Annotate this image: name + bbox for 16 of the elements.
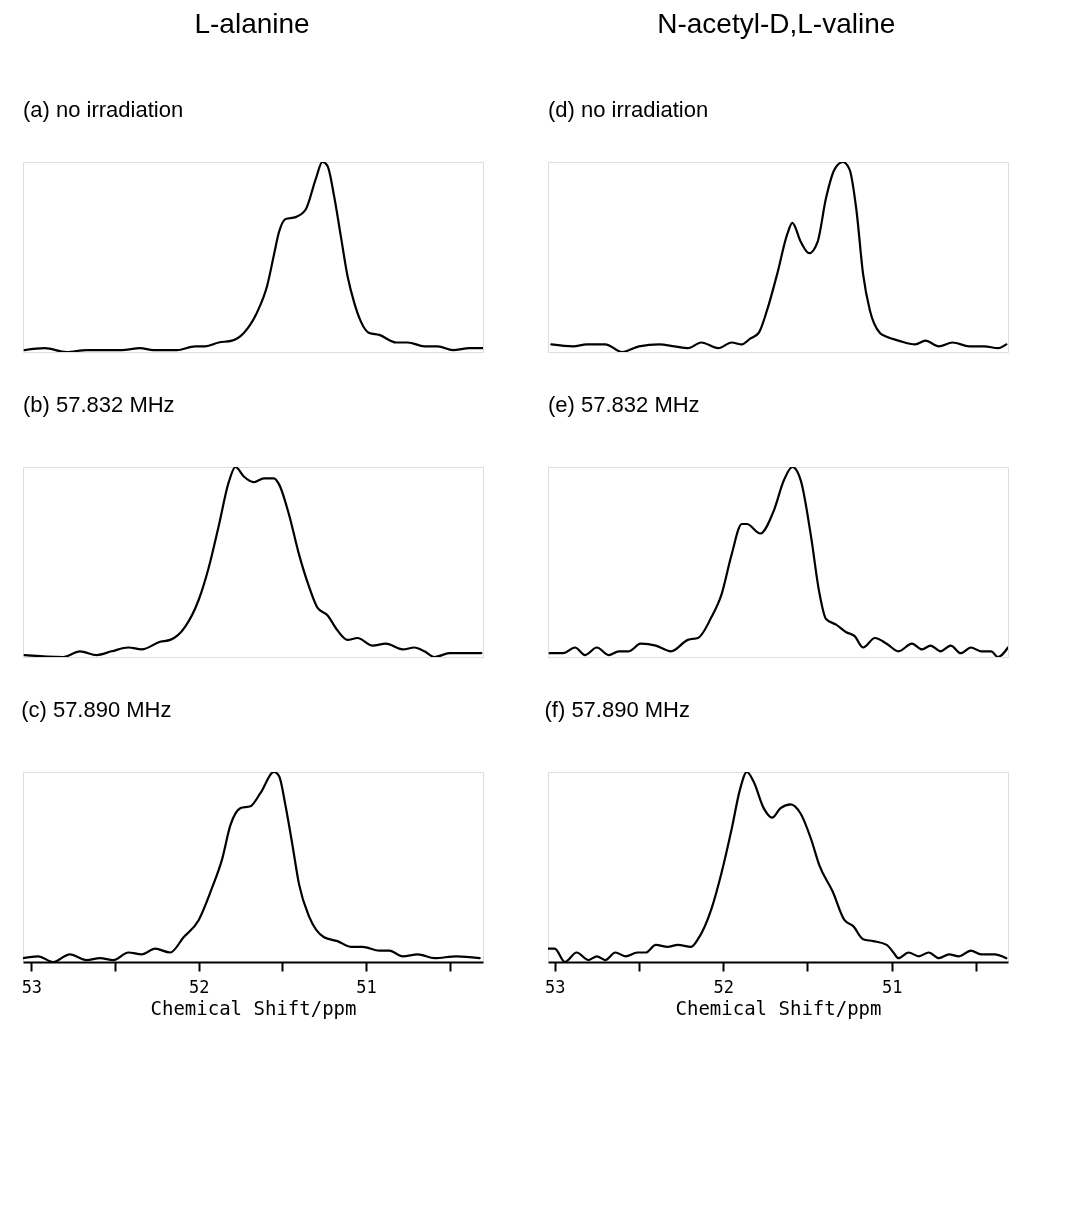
chart-title: (e) 57.832 MHz [548,392,700,417]
chart-subtitle: (a) no irradiation [23,97,184,122]
x-axis-title: Chemical Shift/ppm [150,996,357,1019]
x-axis-title: Chemical Shift/ppm [675,996,882,1019]
x-tick-label: 53 [21,976,43,997]
x-tick-label: 53 [545,976,566,997]
chart-subtitle: (d) no irradiation [548,97,709,122]
x-tick-label: 51 [881,976,903,997]
chart-title: (b) 57.832 MHz [23,392,175,417]
chart-title: N-acetyl-D,L-valine [657,7,896,39]
x-tick-label: 52 [188,976,210,997]
chart-title: (c) 57.890 MHz [21,697,172,722]
x-tick-label: 52 [713,976,734,997]
x-tick-label: 51 [356,976,377,997]
chart-title: (f) 57.890 MHz [544,697,691,722]
chart-title: L-alanine [194,7,310,39]
